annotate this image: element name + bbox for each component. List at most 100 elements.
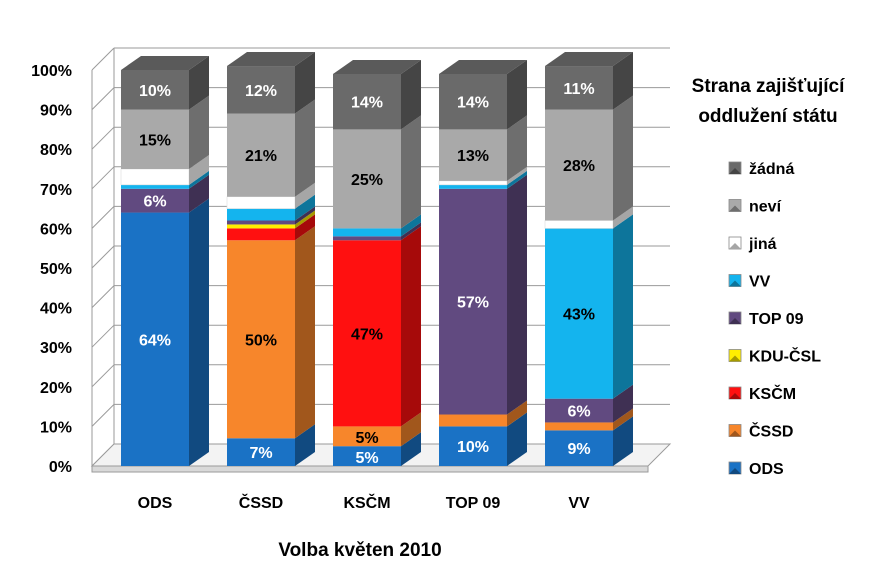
bar-segment xyxy=(121,188,189,213)
bar-segment-side xyxy=(401,412,421,447)
legend-label: žádná xyxy=(749,161,794,178)
bar-segment xyxy=(333,426,401,447)
bar-segment xyxy=(333,73,401,130)
bar-segment-side xyxy=(613,416,633,466)
bar-segment xyxy=(333,129,401,229)
bar-segment xyxy=(226,196,296,209)
y-tick-label: 80% xyxy=(40,142,72,159)
bar-segment xyxy=(227,228,295,241)
bar-segment-side xyxy=(401,214,421,237)
y-tick-label: 20% xyxy=(40,380,72,397)
bar-segment-side xyxy=(613,95,633,221)
y-tick-label: 40% xyxy=(40,301,72,318)
bar-segment-side xyxy=(401,115,421,229)
bar-segment xyxy=(121,109,189,169)
bar-segment xyxy=(544,220,614,229)
y-tick-label: 100% xyxy=(31,63,72,80)
grid-line-diagonal xyxy=(91,245,115,269)
bar-segment-side xyxy=(295,424,315,466)
legend-item: neví xyxy=(728,199,782,216)
data-label: 15% xyxy=(139,132,171,149)
y-tick-label: 10% xyxy=(40,419,72,436)
bar-segment-side xyxy=(295,52,315,114)
bar-top xyxy=(121,56,209,70)
legend-swatch-shade xyxy=(729,318,741,324)
y-tick-label: 30% xyxy=(40,340,72,357)
bar-segment-side xyxy=(295,194,315,221)
grid-line-diagonal xyxy=(91,87,115,110)
bar-segment xyxy=(333,228,401,237)
y-tick-label: 0% xyxy=(49,459,72,476)
grid-line-diagonal xyxy=(91,404,115,427)
bar-segment-side xyxy=(507,166,527,185)
y-tick-label: 50% xyxy=(40,261,72,278)
data-label: 25% xyxy=(351,172,383,189)
y-tick-label: 60% xyxy=(40,221,72,238)
bar-segment-side xyxy=(507,412,527,466)
bar-segment xyxy=(227,113,295,197)
data-label: 64% xyxy=(139,332,171,349)
y-axis: 0% 10% 20% 30% 40% 50% 60% 70% 80% 90% 100% xyxy=(31,63,72,476)
bar-segment-side xyxy=(507,400,527,427)
data-label: 47% xyxy=(351,326,383,343)
legend-swatch-shade xyxy=(729,205,741,212)
grid-line-diagonal xyxy=(91,47,115,71)
bar-segment-side xyxy=(295,210,315,229)
bar-stack-vv: 9% 6% 43% 28% 11% xyxy=(544,52,633,466)
bar-segment-side xyxy=(295,182,315,209)
bar-segment xyxy=(121,70,189,110)
legend-item: ODS xyxy=(728,461,784,478)
bar-segment-side xyxy=(189,95,209,169)
bar-segment-side xyxy=(613,52,633,110)
bar-segment-side xyxy=(189,155,209,185)
bar-segment xyxy=(120,168,190,186)
legend-swatch-shade xyxy=(729,168,741,174)
y-tick-label: 90% xyxy=(40,103,72,120)
bar-segment-side xyxy=(189,170,209,189)
grid-line-diagonal xyxy=(91,285,115,308)
legend-label: neví xyxy=(749,199,782,216)
bar-segment-side xyxy=(401,59,421,130)
legend-item: žádná xyxy=(728,161,794,178)
legend-swatch-shade xyxy=(729,355,741,362)
bar-segment xyxy=(545,398,613,423)
bar-segment-side xyxy=(189,56,209,110)
legend-swatch-shade xyxy=(729,430,741,437)
legend-item: ČSSD xyxy=(728,422,793,441)
data-label: 13% xyxy=(457,148,489,165)
x-tick-label: ČSSD xyxy=(239,493,283,512)
bar-segment xyxy=(545,228,613,399)
legend-item: TOP 09 xyxy=(728,311,804,328)
bar-segment xyxy=(227,240,295,439)
bar-segment-side xyxy=(295,206,315,225)
bar-segment xyxy=(439,129,507,181)
bar-segment xyxy=(439,414,507,427)
grid-line-diagonal xyxy=(91,206,115,229)
bar-segment-side xyxy=(507,115,527,181)
grid-line-diagonal xyxy=(91,364,115,388)
grid-line-diagonal xyxy=(91,166,115,190)
bar-segment xyxy=(439,426,507,466)
data-label: 6% xyxy=(143,194,166,211)
legend: Strana zajišťující oddlužení státu žádná ne… xyxy=(692,76,845,478)
bar-segment xyxy=(333,240,401,427)
bar-segment-side xyxy=(189,198,209,466)
data-label: 50% xyxy=(245,332,277,349)
legend-swatch-shade xyxy=(729,468,741,474)
x-tick-label: KSČM xyxy=(343,493,390,512)
grid-line-diagonal xyxy=(91,126,115,150)
x-tick-label: ODS xyxy=(138,495,173,512)
legend-item: KDU-ČSL xyxy=(728,347,821,366)
bar-stack-čssd: 7% 50% 21% 12% xyxy=(226,52,315,466)
legend-label: jiná xyxy=(748,236,777,253)
data-label: 5% xyxy=(355,430,378,447)
bar-segment-side xyxy=(507,174,527,415)
bar-top xyxy=(227,52,315,67)
legend-label: ODS xyxy=(749,461,784,478)
legend-item: jiná xyxy=(728,236,777,253)
legend-item: VV xyxy=(728,274,771,291)
bar-segment xyxy=(333,446,401,466)
legend-label: TOP 09 xyxy=(749,311,804,328)
bar-segment-side xyxy=(295,226,315,439)
